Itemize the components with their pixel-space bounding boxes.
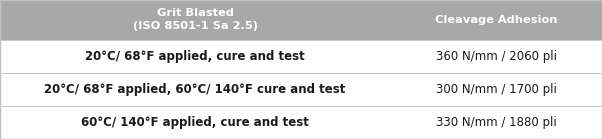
- Text: 330 N/mm / 1880 pli: 330 N/mm / 1880 pli: [436, 116, 556, 129]
- Text: 20°C/ 68°F applied, cure and test: 20°C/ 68°F applied, cure and test: [85, 50, 305, 63]
- Text: 20°C/ 68°F applied, 60°C/ 140°F cure and test: 20°C/ 68°F applied, 60°C/ 140°F cure and…: [45, 83, 346, 96]
- Text: Cleavage Adhesion: Cleavage Adhesion: [435, 15, 557, 25]
- Text: Grit Blasted
(ISO 8501-1 Sa 2.5): Grit Blasted (ISO 8501-1 Sa 2.5): [132, 8, 258, 31]
- Text: 360 N/mm / 2060 pli: 360 N/mm / 2060 pli: [436, 50, 556, 63]
- Text: 300 N/mm / 1700 pli: 300 N/mm / 1700 pli: [436, 83, 556, 96]
- Bar: [0, 40, 602, 73]
- Text: 60°C/ 140°F applied, cure and test: 60°C/ 140°F applied, cure and test: [81, 116, 309, 129]
- Bar: [0, 73, 602, 106]
- Bar: [0, 0, 602, 40]
- Bar: [0, 106, 602, 139]
